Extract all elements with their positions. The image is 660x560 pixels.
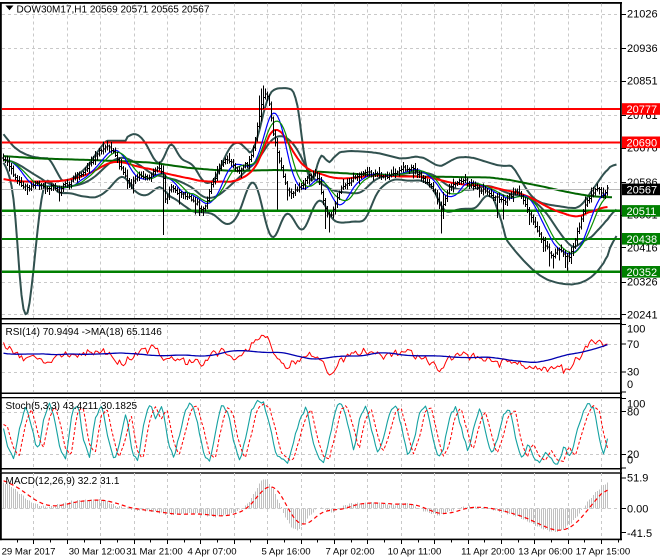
svg-text:5 Apr 16:00: 5 Apr 16:00 [261, 547, 310, 558]
svg-text:20511: 20511 [627, 206, 657, 218]
svg-text:20416: 20416 [627, 242, 658, 254]
svg-text:30: 30 [627, 367, 639, 379]
svg-text:31 Mar 21:00: 31 Mar 21:00 [126, 547, 183, 558]
svg-text:20: 20 [627, 449, 639, 461]
svg-text:Stoch(5,3,3) 43.4211 30.1825: Stoch(5,3,3) 43.4211 30.1825 [6, 401, 138, 412]
svg-text:0: 0 [627, 454, 633, 466]
svg-text:10 Apr 11:00: 10 Apr 11:00 [388, 547, 442, 558]
svg-text:20326: 20326 [627, 277, 658, 289]
svg-text:20567: 20567 [627, 185, 658, 197]
svg-text:21026: 21026 [627, 9, 658, 21]
svg-text:70: 70 [627, 339, 639, 351]
svg-text:20438: 20438 [627, 234, 658, 246]
svg-text:20352: 20352 [627, 267, 658, 279]
svg-text:7 Apr 02:00: 7 Apr 02:00 [325, 547, 374, 558]
svg-text:100: 100 [627, 324, 645, 336]
svg-text:20936: 20936 [627, 43, 658, 55]
svg-text:11 Apr 20:00: 11 Apr 20:00 [461, 547, 515, 558]
svg-text:80: 80 [627, 407, 639, 419]
svg-text:-41.5: -41.5 [627, 528, 652, 540]
svg-text:0.00: 0.00 [627, 503, 648, 515]
svg-text:DOW30M17,H1 20569 20571 20565: DOW30M17,H1 20569 20571 20565 20567 [17, 4, 210, 15]
svg-text:20851: 20851 [627, 76, 658, 88]
svg-text:100: 100 [627, 399, 645, 411]
svg-text:29 Mar 2017: 29 Mar 2017 [2, 547, 56, 558]
svg-text:17 Apr 15:00: 17 Apr 15:00 [576, 547, 630, 558]
svg-text:20777: 20777 [627, 104, 658, 116]
svg-text:51.9: 51.9 [627, 473, 648, 485]
svg-text:20690: 20690 [627, 138, 658, 150]
svg-text:MACD(12,26,9) 32.2 31.1: MACD(12,26,9) 32.2 31.1 [6, 476, 120, 487]
svg-text:30 Mar 12:00: 30 Mar 12:00 [69, 547, 126, 558]
svg-text:RSI(14) 70.9494 ->MA(18) 65.1: RSI(14) 70.9494 ->MA(18) 65.1146 [6, 327, 163, 338]
svg-text:0: 0 [627, 379, 633, 391]
svg-text:4 Apr 07:00: 4 Apr 07:00 [187, 547, 236, 558]
svg-text:20241: 20241 [627, 309, 658, 321]
svg-text:13 Apr 06:00: 13 Apr 06:00 [518, 547, 572, 558]
